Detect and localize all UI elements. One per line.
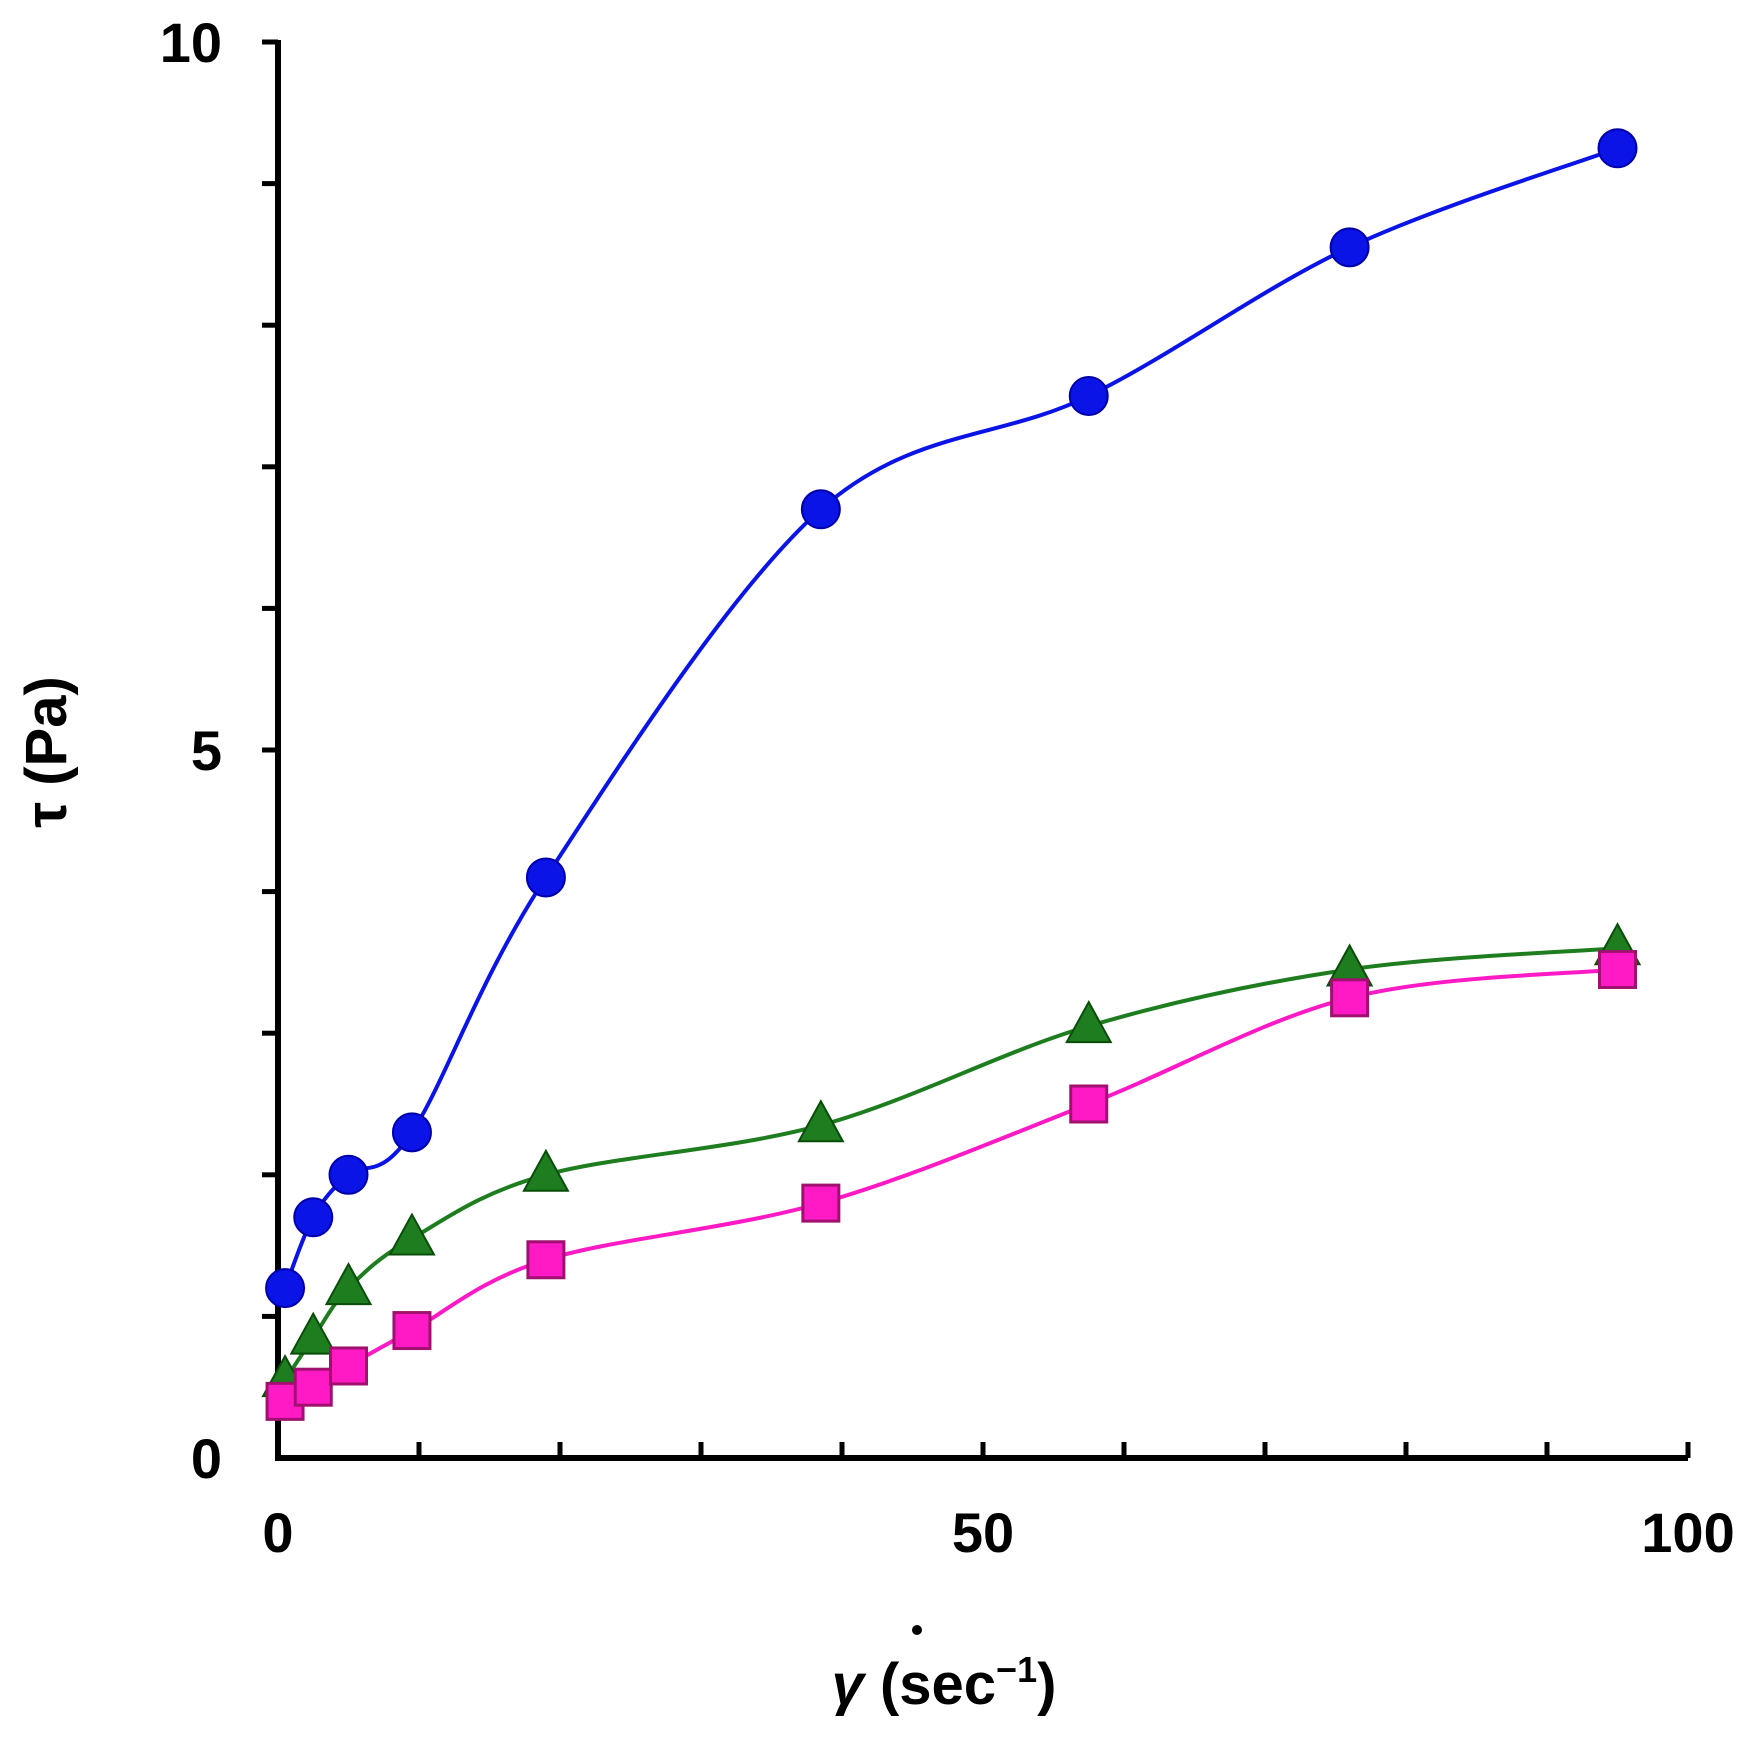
magenta-squares-line — [284, 967, 1618, 1404]
data-point-circle — [1597, 128, 1638, 169]
data-point-square — [392, 1311, 432, 1351]
data-point-triangle — [522, 1148, 570, 1192]
x-axis-label-close: ) — [1037, 1652, 1056, 1717]
y-axis-label: τ (Pa) — [14, 676, 79, 828]
data-point-triangle — [1065, 1000, 1113, 1044]
x-tick-label: 50 — [952, 1501, 1014, 1564]
series-green-triangles — [261, 922, 1642, 1398]
data-point-square — [1069, 1084, 1109, 1124]
data-point-square — [1598, 949, 1637, 989]
series-blue-circles — [265, 128, 1638, 1309]
data-point-triangle — [388, 1212, 436, 1256]
axes — [275, 40, 1688, 1461]
data-point-circle — [1068, 376, 1109, 416]
data-point-square — [293, 1367, 333, 1407]
data-point-triangle — [324, 1262, 373, 1306]
series-magenta-squares — [265, 949, 1637, 1421]
x-axis-label-symbol: γ — [832, 1652, 867, 1717]
data-point-square — [801, 1183, 841, 1223]
y-tick-label: 5 — [191, 719, 222, 782]
data-point-circle — [525, 857, 566, 898]
y-tick-label: 0 — [191, 1427, 222, 1490]
data-point-circle — [265, 1268, 306, 1309]
x-axis-label: γ (sec−1) — [832, 1649, 1057, 1717]
data-point-circle — [800, 489, 841, 530]
data-point-circle — [293, 1197, 334, 1238]
data-point-triangle — [289, 1311, 337, 1355]
x-axis-label-text: (sec — [864, 1652, 996, 1717]
x-tick-label: 0 — [262, 1501, 293, 1564]
data-point-circle — [328, 1154, 369, 1195]
data-point-square — [526, 1240, 566, 1280]
data-point-circle — [1329, 227, 1370, 268]
gamma-dot — [912, 1625, 922, 1635]
x-axis-label-superscript: −1 — [996, 1649, 1037, 1690]
series-layer — [261, 128, 1642, 1421]
data-point-triangle — [797, 1099, 845, 1143]
y-tick-label: 10 — [160, 11, 222, 74]
data-point-circle — [391, 1112, 432, 1153]
blue-circles-line — [283, 146, 1619, 1289]
green-triangles-line — [283, 946, 1618, 1382]
data-point-square — [329, 1346, 368, 1386]
x-tick-label: 100 — [1641, 1501, 1734, 1564]
data-point-square — [1330, 978, 1370, 1018]
